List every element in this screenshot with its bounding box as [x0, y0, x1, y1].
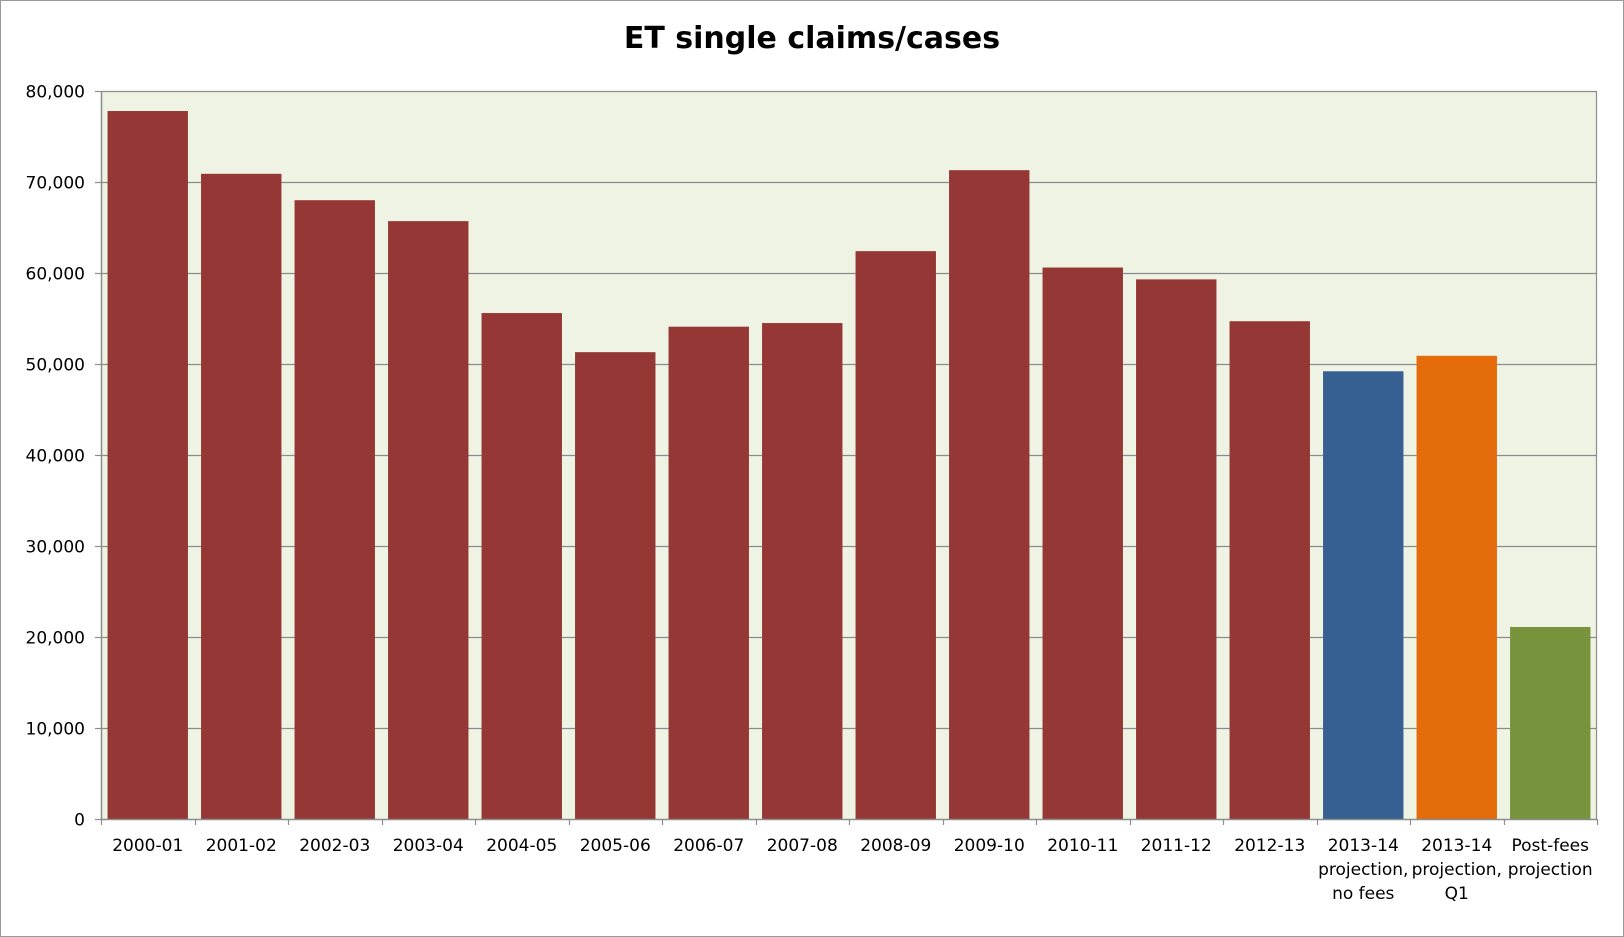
y-tick-label: 40,000 [26, 447, 85, 467]
y-tick-labels: 0 10,000 20,000 30,000 40,000 50,000 60,000 70,… [26, 83, 85, 831]
x-tick-label: 2013-14 projection, Q1 [1412, 836, 1502, 904]
y-tick-label: 0 [74, 811, 85, 831]
bar [949, 170, 1030, 820]
x-tick-label: 2011-12 [1141, 836, 1212, 856]
y-tick-label: 80,000 [26, 83, 85, 103]
y-tick-label: 70,000 [26, 174, 85, 194]
x-tick-label: 2010-11 [1047, 836, 1118, 856]
bar [575, 352, 656, 819]
y-tick-label: 20,000 [26, 629, 85, 649]
bars [107, 111, 1591, 820]
x-tick-label: 2003-04 [393, 836, 464, 856]
bar [1042, 267, 1123, 819]
y-tick-label: 10,000 [26, 720, 85, 740]
bar [668, 326, 749, 819]
axes [100, 91, 1598, 821]
x-tick-label: 2013-14 projection, no fees [1318, 836, 1408, 904]
bar [1136, 279, 1217, 819]
x-tick-label: 2001-02 [206, 836, 277, 856]
bar [201, 173, 282, 819]
x-tick-labels: 2000-01 2001-02 2002-03 2003-04 2004-05 2005-… [112, 836, 1592, 904]
bar [1323, 371, 1404, 819]
x-tick-label: 2004-05 [486, 836, 557, 856]
x-tick-label: Post-fees projection [1508, 836, 1593, 880]
bar [1229, 321, 1310, 819]
x-tick-label: 2012-13 [1234, 836, 1305, 856]
x-tick-label: 2009-10 [954, 836, 1025, 856]
x-tick-label: 2007-08 [767, 836, 838, 856]
x-tick-label: 2000-01 [112, 836, 183, 856]
y-tick-label: 30,000 [26, 538, 85, 558]
bar [1416, 355, 1497, 819]
bar [1510, 626, 1591, 819]
x-tick-label: 2006-07 [673, 836, 744, 856]
bar [855, 251, 936, 819]
chart-title: ET single claims/cases [623, 21, 1001, 56]
y-tick-label: 50,000 [26, 356, 85, 376]
bar [294, 200, 375, 819]
bar [481, 313, 562, 819]
bar [762, 323, 843, 819]
x-tick-label: 2005-06 [580, 836, 651, 856]
bar [107, 111, 188, 819]
x-tick-label: 2002-03 [299, 836, 370, 856]
y-tick-label: 60,000 [26, 265, 85, 285]
bar [388, 221, 469, 819]
x-tick-label: 2008-09 [860, 836, 931, 856]
